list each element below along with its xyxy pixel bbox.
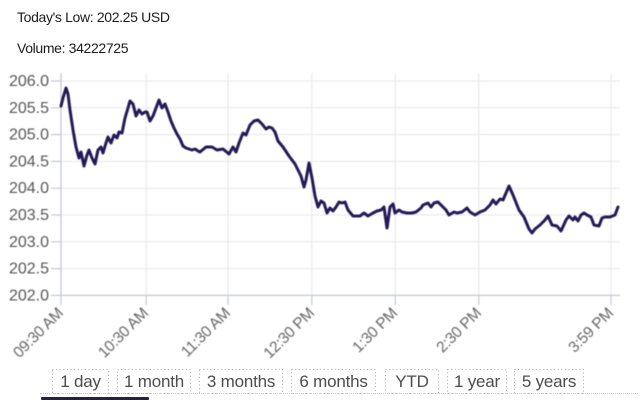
svg-text:205.0: 205.0 <box>9 127 49 144</box>
svg-text:203.0: 203.0 <box>9 234 49 251</box>
svg-text:1:30 PM: 1:30 PM <box>349 305 400 356</box>
svg-text:204.5: 204.5 <box>9 153 49 170</box>
svg-text:204.0: 204.0 <box>9 180 49 197</box>
svg-text:203.5: 203.5 <box>9 207 49 224</box>
svg-text:3:59 PM: 3:59 PM <box>565 305 616 356</box>
svg-text:2:30 PM: 2:30 PM <box>433 305 484 356</box>
svg-text:11:30 AM: 11:30 AM <box>178 305 234 361</box>
svg-text:10:30 AM: 10:30 AM <box>95 305 152 362</box>
svg-text:12:30 PM: 12:30 PM <box>261 305 318 362</box>
svg-text:202.0: 202.0 <box>9 287 49 304</box>
svg-text:206.0: 206.0 <box>9 73 49 90</box>
svg-text:205.5: 205.5 <box>9 100 49 117</box>
svg-text:09:30 AM: 09:30 AM <box>10 305 67 362</box>
svg-text:202.5: 202.5 <box>9 261 49 278</box>
